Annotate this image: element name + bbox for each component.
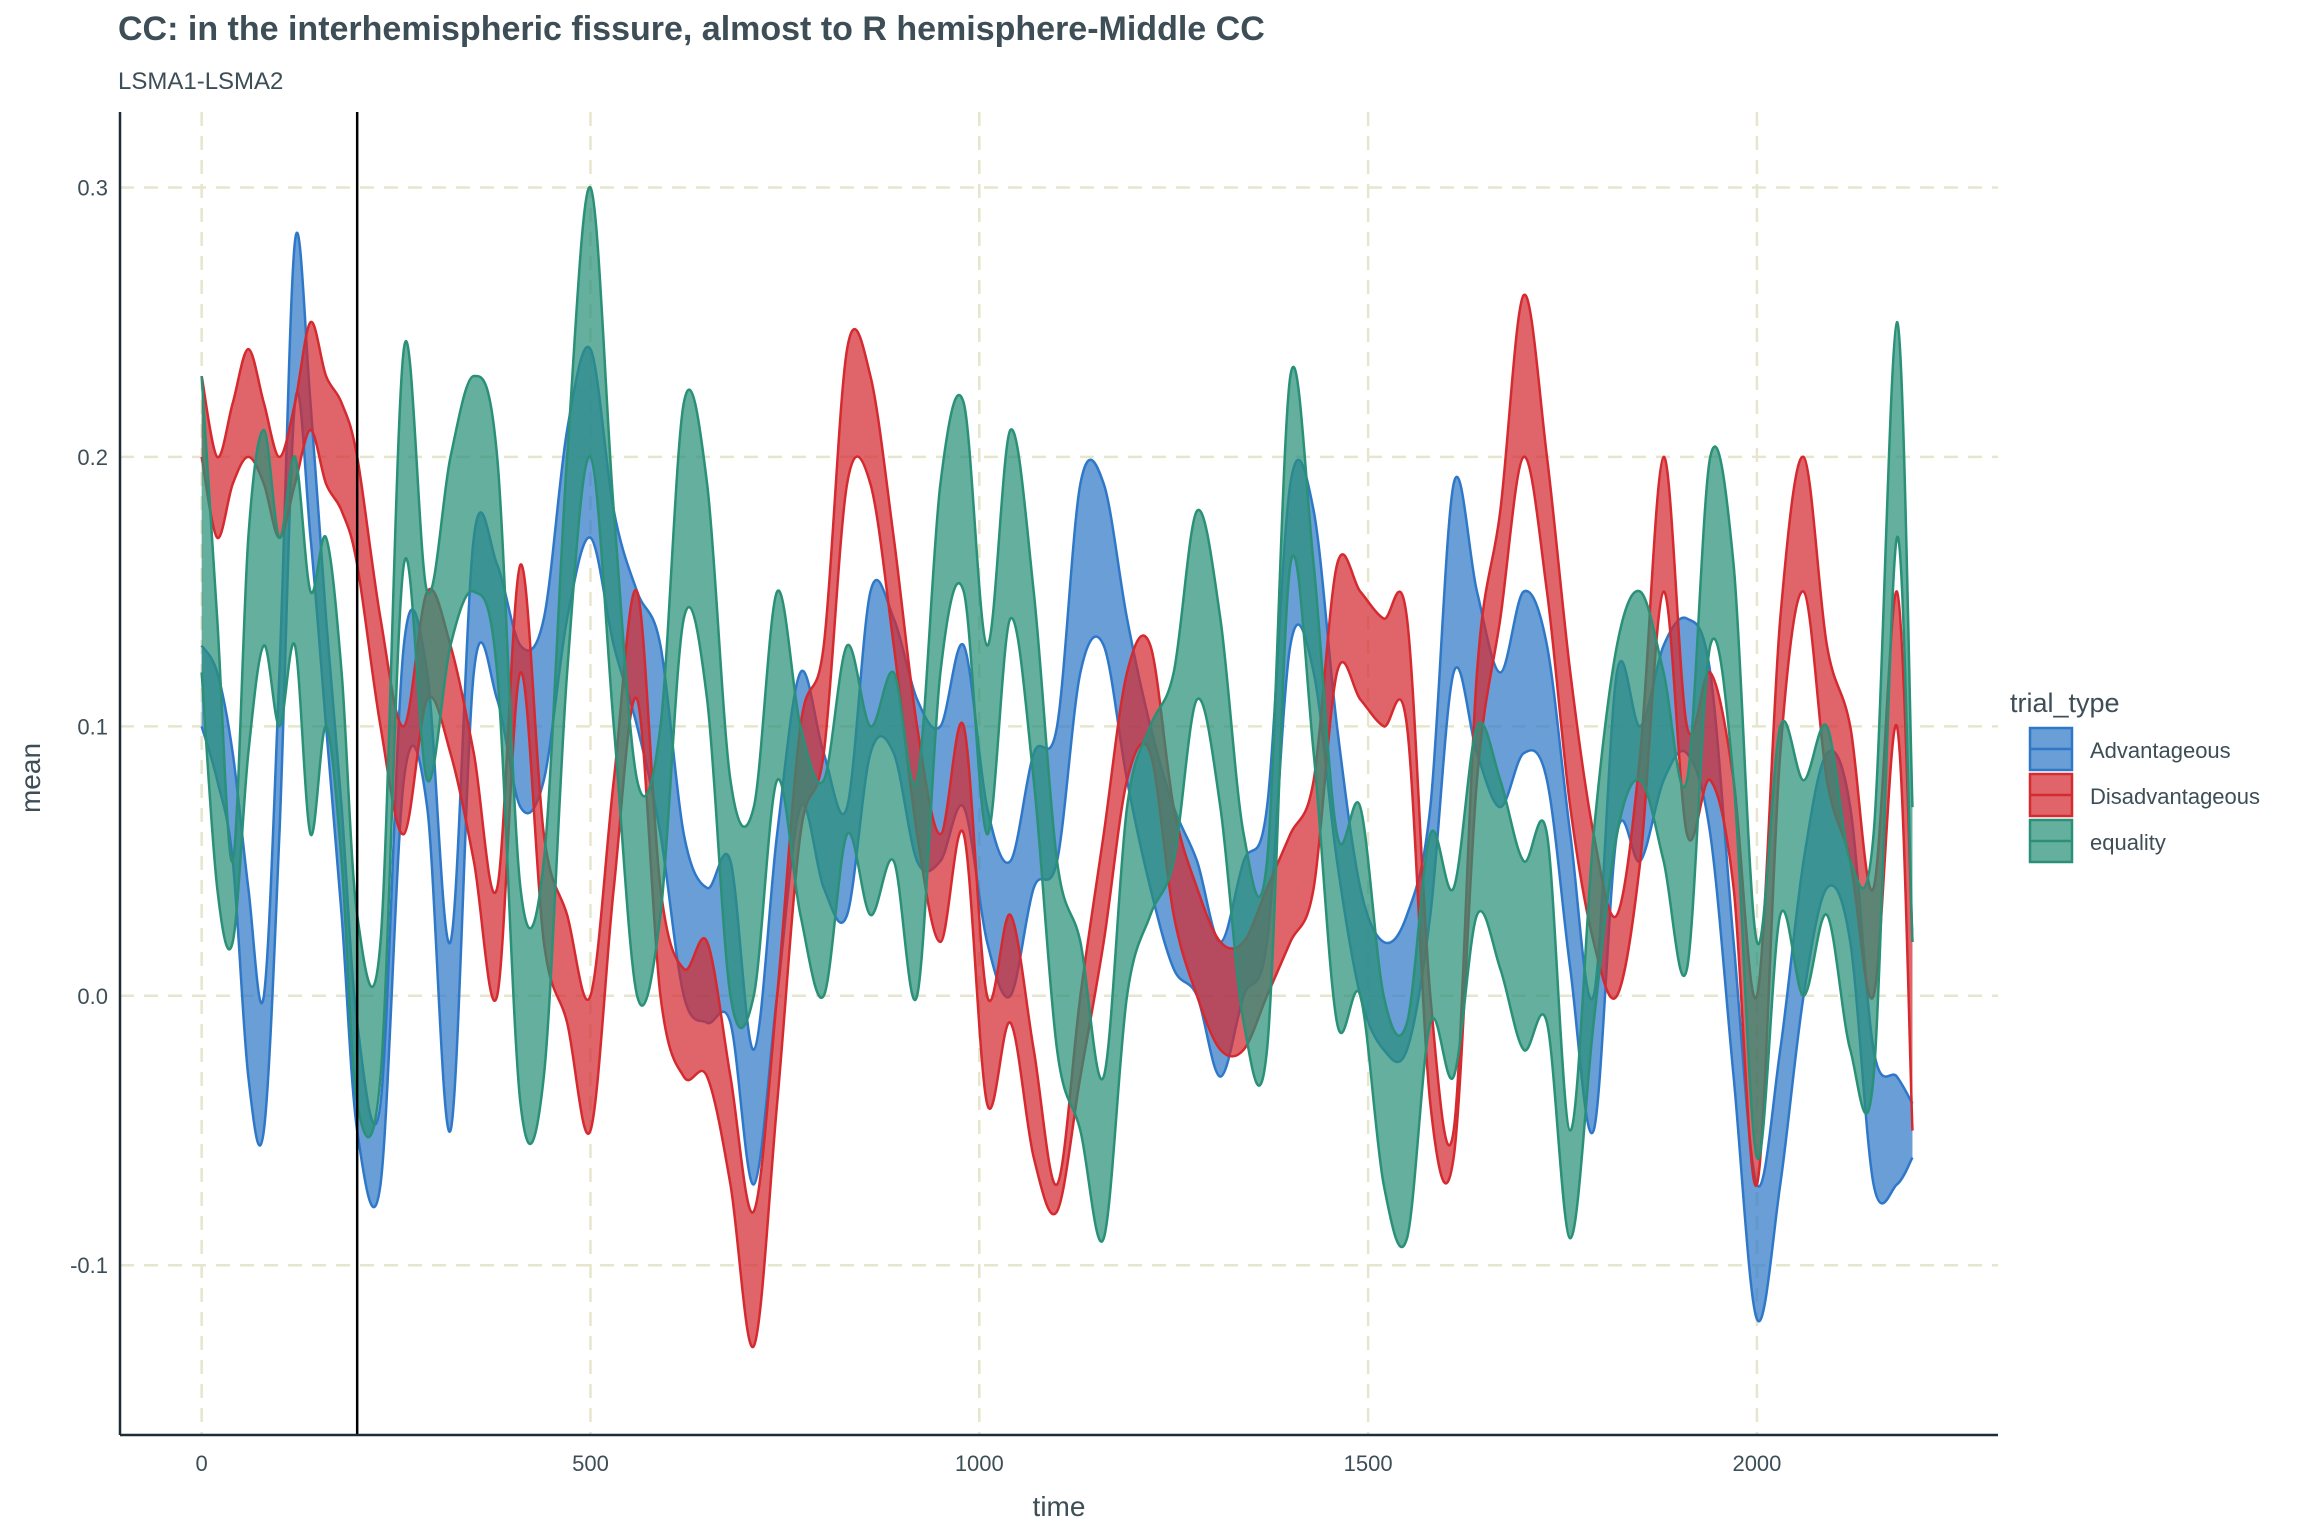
legend-title: trial_type	[2010, 688, 2120, 718]
legend: trial_type Advantageous Disadvantageous eq…	[2010, 688, 2260, 864]
chart-title: CC: in the interhemispheric fissure, alm…	[118, 10, 1265, 48]
y-tick-label: 0.1	[77, 714, 108, 739]
band-advantageous	[201, 232, 1913, 1322]
x-tick-label: 1500	[1344, 1451, 1393, 1476]
upper-line-disadvantageous	[200, 293, 1914, 1214]
axes: 0 500 1000 1500 2000 -0.1 0.0 0.1 0.2 0.3	[70, 112, 1998, 1476]
y-tick-label: 0.3	[77, 175, 108, 200]
x-axis-label: time	[1033, 1491, 1086, 1522]
x-tick-label: 0	[196, 1451, 208, 1476]
x-tick-label: 2000	[1732, 1451, 1781, 1476]
grid-lines	[120, 112, 1998, 1435]
legend-label-equality: equality	[2090, 830, 2166, 855]
x-tick-label: 500	[572, 1451, 609, 1476]
lower-line-disadvantageous	[200, 428, 1914, 1349]
legend-label-advantageous: Advantageous	[2090, 738, 2231, 763]
y-tick-label: 0.0	[77, 984, 108, 1009]
y-tick-label: 0.2	[77, 445, 108, 470]
series-bands	[200, 186, 1914, 1349]
lower-line-equality	[200, 455, 1914, 1248]
chart-subtitle: LSMA1-LSMA2	[118, 68, 284, 95]
band-equality	[201, 187, 1913, 1248]
x-tick-label: 1000	[955, 1451, 1004, 1476]
y-axis-label: mean	[15, 743, 46, 813]
legend-label-disadvantageous: Disadvantageous	[2090, 784, 2260, 809]
y-tick-label: -0.1	[70, 1253, 108, 1278]
upper-line-equality	[200, 186, 1914, 1132]
